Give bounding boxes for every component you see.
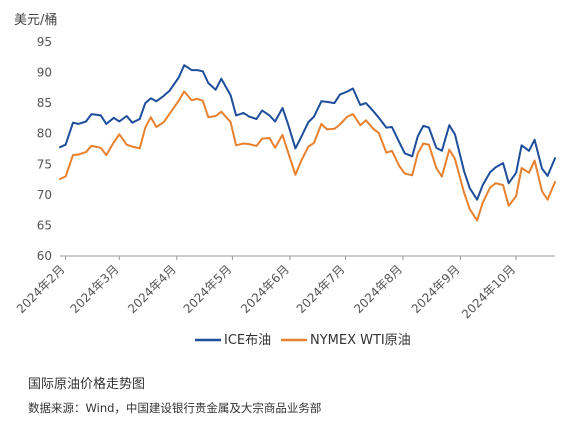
y-tick-label: 60	[37, 249, 52, 263]
y-axis-unit-label: 美元/桶	[14, 13, 57, 28]
x-axis: 2024年2月 2024年3月 2024年4月 2024年5月 2024年6月 2024年…	[14, 255, 555, 321]
series-line-ice-brent	[59, 64, 556, 201]
x-tick-label: 2024年2月	[14, 262, 68, 316]
chart-caption-source: 数据来源：Wind，中国建设银行贵金属及大宗商品业务部	[28, 401, 322, 415]
legend-label-ice-brent: ICE布油	[224, 333, 271, 348]
x-tick-label: 2024年8月	[351, 262, 405, 316]
y-tick-label: 65	[37, 218, 52, 232]
x-tick-label: 2024年5月	[181, 262, 235, 316]
x-tick-label: 2024年3月	[68, 262, 122, 316]
x-tick-label: 2024年4月	[125, 262, 179, 316]
series-line-nymex-wti	[59, 90, 556, 222]
y-tick-label: 70	[37, 188, 52, 202]
oil-price-chart: 美元/桶 60 65 70 75 80 85 90 95 2024年2月 2024年3月 2024…	[14, 13, 556, 348]
chart-caption-title: 国际原油价格走势图	[28, 377, 146, 392]
legend: ICE布油 NYMEX WTI原油	[195, 333, 411, 348]
y-tick-label: 75	[37, 157, 52, 171]
y-axis: 60 65 70 75 80 85 90 95	[37, 35, 52, 263]
x-tick-label: 2024年9月	[409, 262, 463, 316]
legend-label-nymex-wti: NYMEX WTI原油	[310, 333, 411, 348]
x-tick-label: 2024年6月	[238, 262, 292, 316]
series-layer	[59, 64, 556, 222]
x-tick-label: 2024年10月	[459, 262, 518, 321]
y-tick-label: 95	[37, 35, 52, 49]
y-tick-label: 90	[37, 66, 52, 80]
y-tick-label: 80	[37, 127, 52, 141]
y-tick-label: 85	[37, 96, 52, 110]
x-tick-label: 2024年7月	[294, 262, 348, 316]
